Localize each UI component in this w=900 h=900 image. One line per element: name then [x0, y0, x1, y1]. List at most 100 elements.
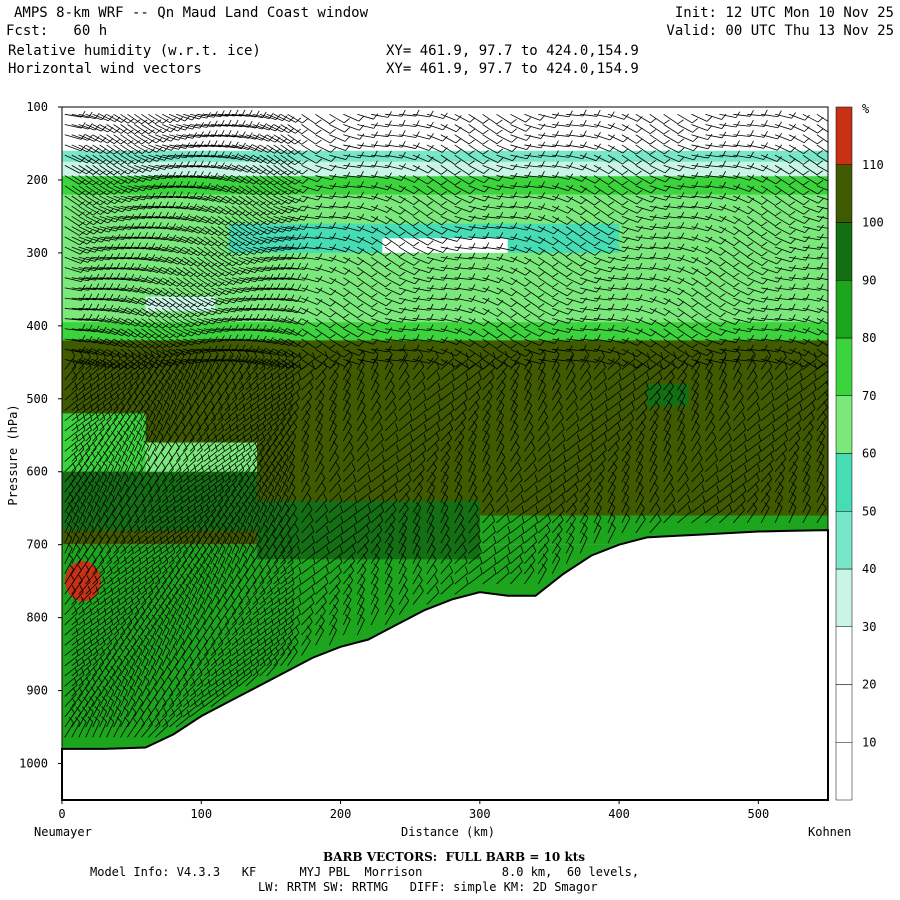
wind-barb-tick [138, 471, 144, 478]
wind-barb [426, 458, 438, 472]
wind-barb-tick [171, 555, 175, 562]
wind-barb [224, 518, 234, 534]
wind-barb [329, 562, 343, 575]
wind-barb-tick [282, 339, 288, 346]
wind-barb [315, 267, 332, 273]
wind-barb-tick [141, 344, 148, 349]
wind-barb-tick [343, 333, 350, 339]
wind-barb-tick [82, 706, 88, 713]
wind-barb-tick [284, 587, 288, 595]
wind-barb-tick [282, 461, 289, 467]
wind-barb-tick [177, 687, 182, 695]
wind-barb-tick [401, 522, 408, 529]
wind-barb-tick [358, 115, 365, 122]
wind-barb-tick [157, 614, 164, 621]
wind-barb [398, 398, 412, 411]
wind-barb [245, 144, 262, 152]
wind-barb-tick [162, 128, 169, 134]
wind-barb-tick [220, 573, 226, 580]
wind-barb-tick [130, 420, 136, 427]
wind-barb-tick [302, 178, 309, 184]
wind-barb-tick [275, 125, 281, 132]
wind-barb-tick [359, 614, 365, 621]
wind-barb [113, 267, 131, 270]
wind-barb-tick [420, 360, 425, 367]
wind-barb [175, 683, 188, 697]
wind-barb [252, 458, 264, 472]
wind-barb-tick [381, 443, 385, 451]
wind-barb-tick [101, 114, 107, 121]
wind-barb-tick [415, 542, 421, 549]
wind-barb-tick [185, 688, 189, 695]
wind-barb [280, 623, 294, 636]
wind-barb [238, 665, 253, 677]
wind-barb [217, 154, 235, 160]
wind-barb [71, 195, 87, 206]
wind-barb [154, 394, 164, 411]
wind-barb-tick [218, 290, 225, 296]
wind-barb [210, 205, 227, 215]
wind-barb-tick [139, 390, 145, 397]
wind-barb [273, 154, 288, 166]
wind-barb [245, 297, 263, 301]
wind-barb-tick [122, 675, 128, 682]
wind-barb-tick [164, 555, 169, 563]
wind-barb-tick [96, 383, 100, 391]
wind-barb [71, 507, 80, 523]
wind-barb [426, 517, 435, 534]
wind-barb [224, 460, 239, 473]
wind-barb [175, 589, 185, 605]
wind-barb-tick [162, 323, 169, 329]
wind-barb [85, 328, 103, 334]
wind-barb [252, 356, 265, 370]
wind-barb [371, 144, 389, 148]
wind-barb [155, 725, 169, 738]
wind-barb-tick [204, 301, 211, 307]
wind-barb-tick [343, 302, 350, 308]
wind-barb-tick [255, 491, 261, 498]
wind-barb [120, 378, 134, 391]
wind-barb-tick [288, 198, 295, 205]
wind-barb [370, 588, 379, 605]
wind-barb [64, 601, 77, 615]
wind-barb-tick [233, 391, 238, 399]
wind-barb-tick [248, 606, 252, 614]
wind-barb-tick [305, 482, 311, 489]
wind-barb [169, 205, 187, 210]
wind-barb [134, 367, 147, 381]
wind-barb-tick [186, 400, 192, 407]
wind-barb [148, 562, 162, 575]
wind-barb [134, 246, 152, 250]
wind-barb-tick [140, 615, 145, 622]
wind-barb-tick [401, 334, 406, 342]
wind-barb [71, 389, 86, 401]
wind-barb-tick [143, 665, 149, 672]
wind-barb [99, 216, 116, 223]
wind-barb [106, 246, 124, 250]
wind-barb [231, 359, 249, 364]
wind-barb [189, 460, 204, 473]
wind-barb [175, 384, 184, 401]
wind-barb-tick [234, 553, 240, 559]
wind-barb-tick [275, 471, 282, 477]
wind-barb [238, 113, 256, 118]
wind-barb [287, 508, 297, 524]
wind-barb [127, 445, 135, 462]
wind-barb [64, 612, 78, 626]
wind-barb [189, 630, 199, 646]
wind-barb-tick [435, 442, 439, 450]
wind-barb-tick [340, 526, 344, 534]
wind-barb-tick [241, 616, 245, 624]
wind-barb [196, 205, 213, 213]
wind-barb-tick [178, 143, 184, 150]
wind-barb-tick [155, 334, 162, 339]
wind-barb-tick [359, 593, 365, 600]
wind-barb [252, 256, 270, 262]
wind-barb [155, 205, 173, 209]
wind-barb [162, 216, 180, 220]
wind-barb-tick [75, 403, 79, 411]
wind-barb-tick [78, 221, 85, 227]
wind-barb [259, 175, 275, 186]
wind-barb-tick [74, 606, 78, 614]
wind-barb-tick [150, 399, 156, 406]
